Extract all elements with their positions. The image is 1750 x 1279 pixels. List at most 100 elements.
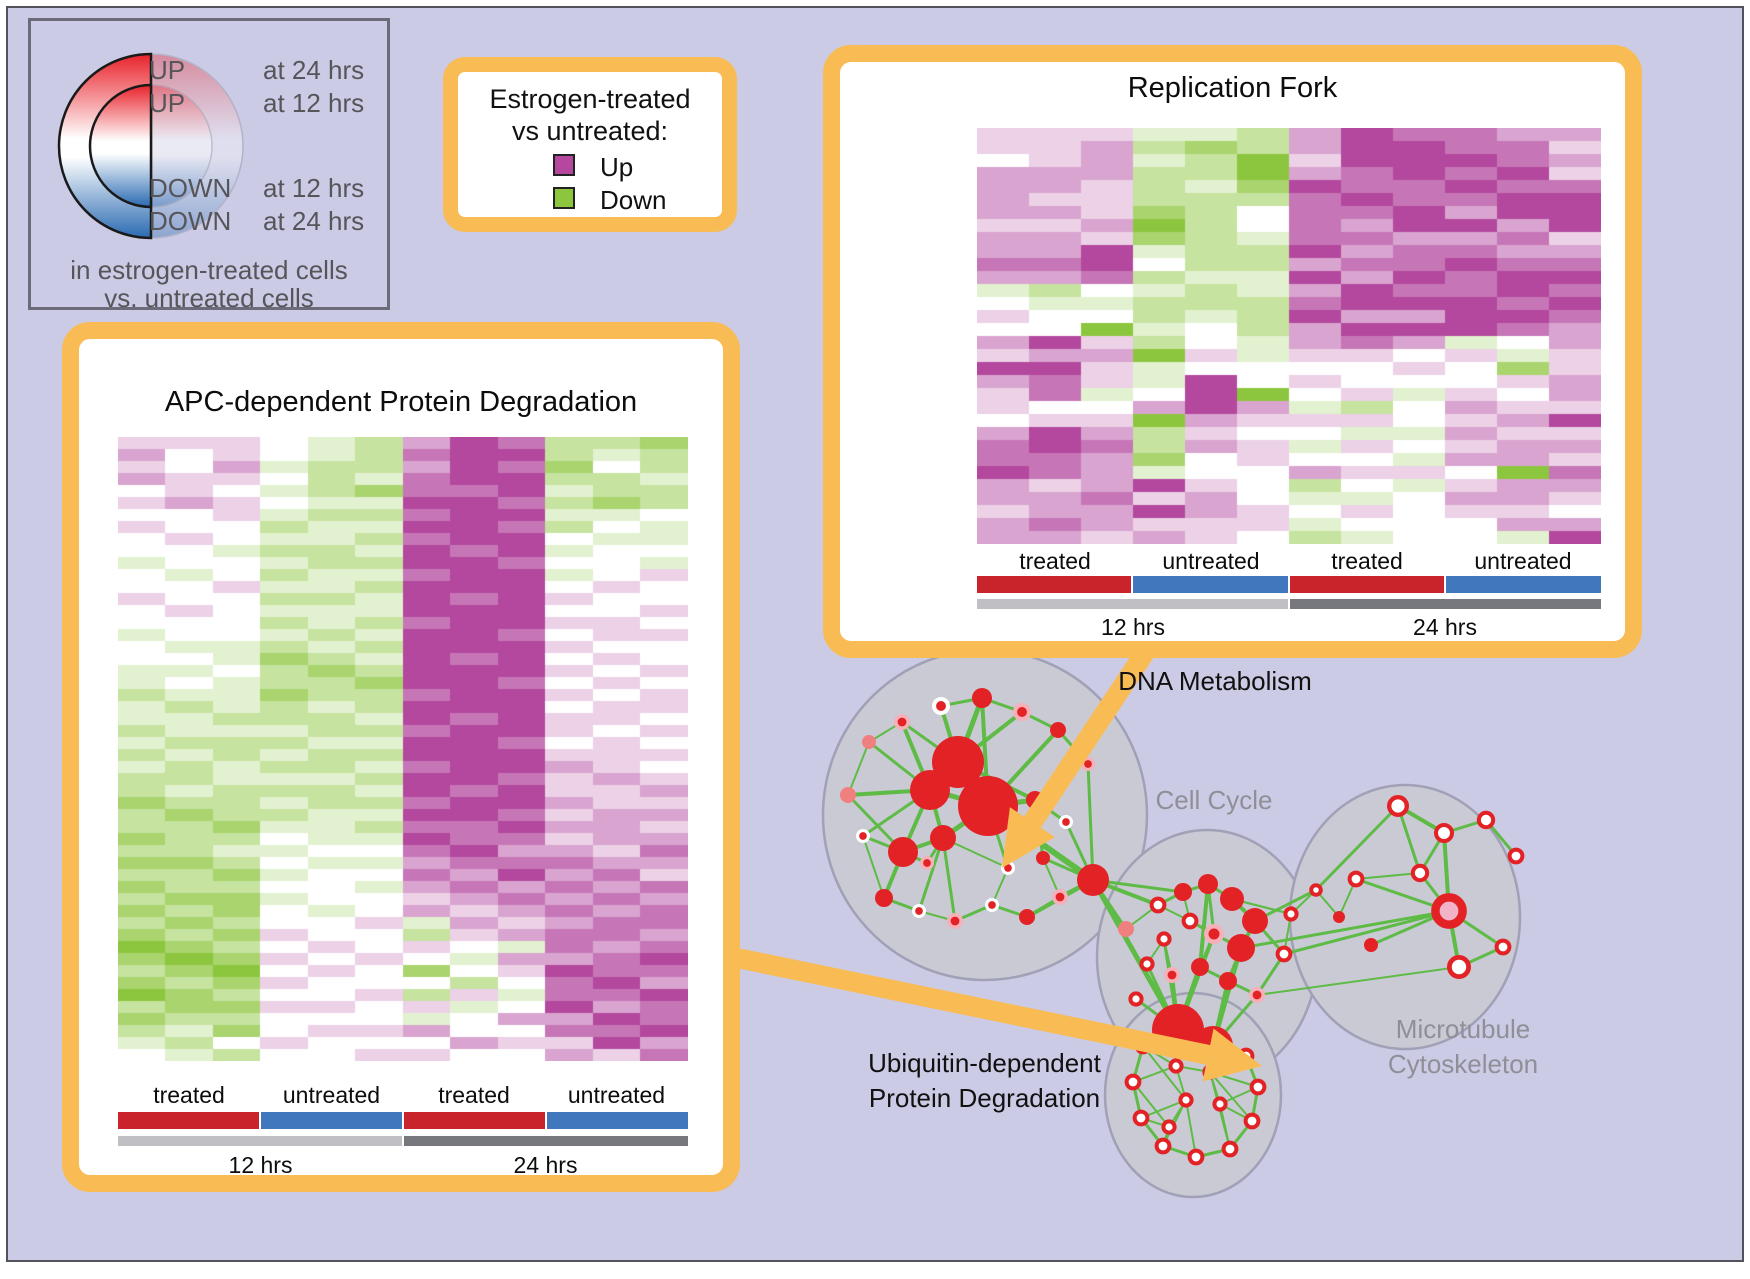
network-label-cell-cycle: Cell Cycle (1155, 785, 1273, 815)
network-node-o (1283, 906, 1299, 922)
network-node-o (1124, 1073, 1142, 1091)
treated-bar (404, 1112, 545, 1129)
network-node-r (1364, 938, 1378, 952)
down-color-swatch (553, 187, 575, 209)
apc-heatmap (118, 437, 688, 1061)
condition-label: treated (1331, 548, 1403, 574)
untreated-bar (261, 1112, 402, 1129)
network-node-o (1243, 1112, 1261, 1130)
network-edge (1256, 966, 1460, 996)
untreated-bar (1133, 576, 1288, 593)
up-label: Up (600, 152, 634, 182)
network-edge (1132, 1081, 1170, 1128)
network-edge (1142, 1045, 1187, 1101)
time-12hrs-label: 12 hrs (1101, 614, 1165, 640)
condition-label: untreated (282, 1082, 381, 1108)
condition-label: treated (153, 1082, 225, 1108)
network-node-o (1476, 810, 1496, 830)
treated-bar (977, 576, 1131, 593)
network-node-r (958, 776, 1018, 836)
untreated-bar (547, 1112, 688, 1129)
network-edge (1355, 872, 1421, 880)
network-edge (847, 741, 870, 796)
network-node-w (859, 832, 867, 840)
network-node-o (1168, 1058, 1184, 1074)
decoder-row-down-24: DOWN at 24 hrs (31, 206, 387, 236)
network-node-q (897, 717, 907, 727)
network-node-o (1132, 1109, 1150, 1127)
network-edge (1198, 882, 1210, 969)
network-node-o (1494, 938, 1512, 956)
apc-condition-bars (118, 1112, 688, 1129)
time-12hrs-label: 12 hrs (228, 1152, 293, 1178)
condition-label: treated (438, 1082, 510, 1108)
direction-label: UP (149, 55, 186, 85)
network-node-o (1212, 1096, 1228, 1112)
condition-label: untreated (1474, 548, 1572, 574)
network-node-o (1181, 912, 1199, 930)
treated-bar (1290, 576, 1444, 593)
network-node-r (1019, 909, 1035, 925)
callout-arrow-head (1002, 807, 1055, 868)
time-label: at 24 hrs (263, 206, 365, 236)
network-label-dna-metabolism: DNA Metabolism (1118, 666, 1312, 696)
apc-time-bands (118, 1136, 688, 1146)
legend-title-line2: vs untreated: (511, 116, 669, 146)
band-24hrs (404, 1136, 688, 1146)
direction-label: DOWN (149, 173, 232, 203)
replication-fork-title: Replication Fork (1127, 72, 1338, 104)
network-node-o (1187, 1148, 1205, 1166)
decoder-footer-line1: in estrogen-treated cells (70, 255, 348, 285)
network-node-r (1077, 864, 1109, 896)
network-node-q (1017, 707, 1027, 717)
legend-item-down: Down (458, 185, 722, 215)
concentric-circle-legend (57, 52, 244, 240)
time-24hrs-label: 24 hrs (513, 1152, 578, 1178)
network-node-o (1347, 870, 1365, 888)
time-label: at 12 hrs (263, 173, 365, 203)
network-node-P (1431, 893, 1467, 929)
network-node-o (1249, 1078, 1267, 1096)
network-node-o (1161, 1119, 1177, 1135)
time-24hrs-label: 24 hrs (1413, 614, 1477, 640)
network-edge (1282, 909, 1451, 956)
network-node-w (936, 701, 946, 711)
network-edge (941, 836, 957, 923)
network-node-o (1154, 1137, 1172, 1155)
apc-panel-title: APC-dependent Protein Degradation (164, 386, 638, 418)
network-edge (1239, 909, 1451, 950)
band-12hrs (977, 599, 1288, 609)
condition-label: untreated (1162, 548, 1260, 574)
network-node-r (1220, 887, 1244, 911)
network-node-r (1174, 883, 1192, 901)
network-node-r (1198, 874, 1218, 894)
treated-bar (118, 1112, 259, 1129)
network-node-r (1219, 972, 1237, 990)
network-edge (1314, 804, 1400, 892)
network-label-ubiquitin-degradation: Ubiquitin-dependent Protein Degradation (868, 1048, 1101, 1113)
replication-fork-heatmap (977, 128, 1601, 544)
network-node-r (1050, 722, 1066, 738)
network-node-r (910, 770, 950, 810)
down-label: Down (600, 185, 667, 215)
network-node-p (840, 787, 856, 803)
apc-time-labels: 12 hrs 24 hrs (118, 1152, 688, 1179)
callout-arrow-head (1202, 1028, 1262, 1082)
network-node-o (1507, 847, 1525, 865)
inner-circle-right-half (150, 84, 213, 208)
network-node-p (862, 735, 876, 749)
direction-label: DOWN (149, 206, 232, 236)
network-node-o (1139, 956, 1155, 972)
network-node-w (988, 901, 996, 909)
legend-title-line1: Estrogen-treated (489, 84, 691, 114)
callout-arrow-shaft (734, 948, 1215, 1066)
rf-time-bands (977, 599, 1601, 609)
network-node-q (923, 859, 931, 867)
network-node-o (1178, 1092, 1194, 1108)
legend-item-up: Up (458, 152, 722, 182)
network-edge (1396, 804, 1422, 875)
network-node-r (972, 688, 992, 708)
network-node-q (950, 916, 960, 926)
network-node-o (1386, 795, 1409, 818)
